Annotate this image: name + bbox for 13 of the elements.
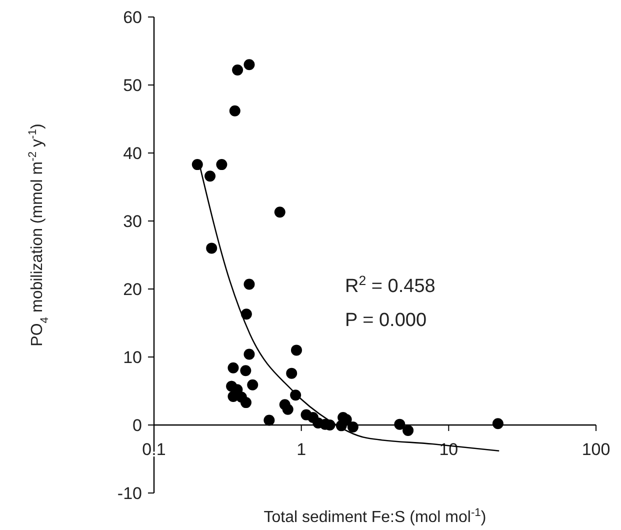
y-tick-label: 0 (132, 416, 142, 435)
y-tick-label: 10 (123, 348, 142, 367)
x-tick-label: 100 (582, 440, 610, 459)
annotation: P = 0.000 (345, 310, 427, 331)
x-tick-label: 1 (296, 440, 306, 459)
annotation: R$^{2}$ = 0.458 (345, 272, 436, 297)
y-tick-label: 50 (123, 76, 142, 95)
y-tick-label: 20 (123, 280, 142, 299)
y-tick-label: -10 (117, 484, 142, 503)
x-axis-title: Total sediment Fe:S (mol mol$^{-1}$) (264, 507, 486, 526)
y-tick-label: 40 (123, 144, 142, 163)
y-tick-label: 60 (123, 8, 142, 27)
y-tick-label: 30 (123, 212, 142, 231)
